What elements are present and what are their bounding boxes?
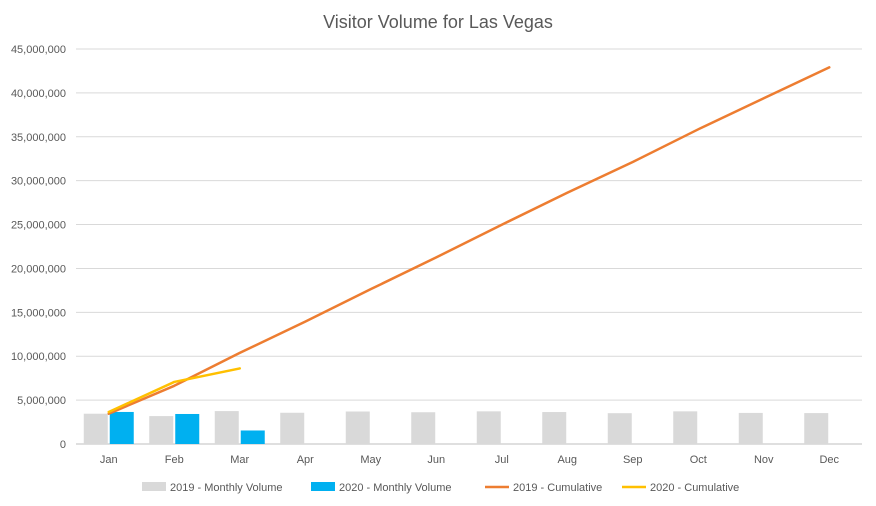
bar	[738, 412, 763, 444]
bar	[411, 412, 436, 444]
y-tick-label: 15,000,000	[11, 307, 66, 319]
x-tick-label: Feb	[165, 454, 184, 466]
lines	[107, 66, 831, 415]
x-tick-label: Dec	[819, 454, 839, 466]
x-tick-label: Mar	[230, 454, 249, 466]
bar	[607, 413, 632, 444]
bar	[83, 413, 108, 444]
y-tick-label: 20,000,000	[11, 263, 66, 275]
y-tick-label: 10,000,000	[11, 351, 66, 363]
x-tick-label: Sep	[623, 454, 643, 466]
y-tick-label: 45,000,000	[11, 44, 66, 56]
bar	[240, 430, 265, 444]
chart-title: Visitor Volume for Las Vegas	[323, 12, 553, 32]
x-tick-label: Jun	[427, 454, 445, 466]
y-tick-label: 30,000,000	[11, 176, 66, 188]
bar	[476, 411, 501, 444]
x-tick-label: Jul	[495, 454, 509, 466]
bar	[673, 411, 698, 444]
bar	[542, 412, 567, 444]
bar	[345, 411, 370, 444]
y-tick-label: 5,000,000	[17, 395, 66, 407]
legend-label: 2020 - Monthly Volume	[339, 482, 452, 494]
legend-label: 2020 - Cumulative	[650, 482, 739, 494]
x-tick-label: Nov	[754, 454, 774, 466]
x-tick-label: Aug	[557, 454, 577, 466]
y-tick-label: 35,000,000	[11, 132, 66, 144]
bar	[280, 412, 305, 444]
bars	[83, 411, 829, 444]
legend-swatch	[142, 482, 166, 491]
legend-label: 2019 - Cumulative	[513, 482, 602, 494]
x-tick-label: Jan	[100, 454, 118, 466]
bar	[149, 416, 174, 444]
legend: 2019 - Monthly Volume 2020 - Monthly Volu…	[142, 482, 739, 494]
y-tick-label: 0	[60, 439, 66, 451]
x-tick-label: May	[360, 454, 381, 466]
bar	[804, 413, 829, 444]
x-tick-label: Oct	[690, 454, 707, 466]
series-line	[107, 367, 241, 414]
bar	[109, 411, 134, 444]
gridlines	[76, 48, 862, 445]
legend-label: 2019 - Monthly Volume	[170, 482, 283, 494]
bar	[214, 411, 239, 444]
legend-swatch	[311, 482, 335, 491]
x-tick-label: Apr	[297, 454, 314, 466]
x-axis-tick-labels: Jan Feb Mar Apr May Jun Jul Aug Sep Oct Nov Dec	[100, 454, 840, 466]
series-line	[107, 66, 831, 415]
y-tick-label: 40,000,000	[11, 88, 66, 100]
y-tick-label: 25,000,000	[11, 220, 66, 232]
y-axis-tick-labels: 0 5,000,000 10,000,000 15,000,000 20,000,000…	[11, 44, 66, 451]
bar	[175, 413, 200, 444]
